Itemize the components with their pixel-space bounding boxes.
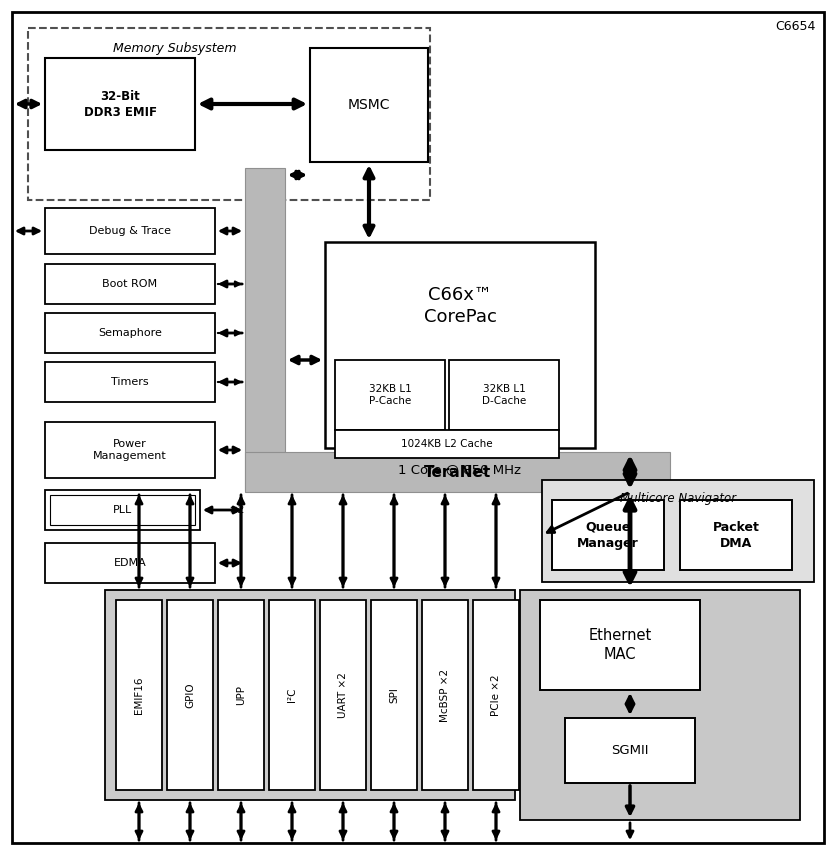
Text: 1024KB L2 Cache: 1024KB L2 Cache xyxy=(401,439,492,449)
Text: Multicore Navigator: Multicore Navigator xyxy=(620,492,736,505)
Text: PLL: PLL xyxy=(112,505,131,515)
Bar xyxy=(45,543,215,583)
Bar xyxy=(565,718,695,783)
Text: Debug & Trace: Debug & Trace xyxy=(89,226,171,236)
Bar xyxy=(167,600,213,790)
Bar xyxy=(45,362,215,402)
Bar xyxy=(45,58,195,150)
Bar xyxy=(449,360,559,430)
Bar xyxy=(45,490,200,530)
Bar xyxy=(422,600,468,790)
Text: C66x™
CorePac: C66x™ CorePac xyxy=(424,286,497,326)
Bar xyxy=(269,600,315,790)
Text: GPIO: GPIO xyxy=(185,682,195,708)
Bar xyxy=(520,590,800,820)
Text: PCIe ×2: PCIe ×2 xyxy=(491,675,501,716)
Bar xyxy=(245,168,285,490)
Text: Power
Management: Power Management xyxy=(93,439,167,461)
Bar xyxy=(335,430,559,458)
Text: ×2: ×2 xyxy=(228,505,244,515)
Text: 32KB L1
D-Cache: 32KB L1 D-Cache xyxy=(482,384,526,406)
Text: SPI: SPI xyxy=(389,687,399,703)
Text: Memory Subsystem: Memory Subsystem xyxy=(113,42,237,55)
Text: TeraNet: TeraNet xyxy=(423,464,491,480)
Bar xyxy=(105,590,515,800)
Bar xyxy=(45,208,215,254)
Bar xyxy=(245,452,670,492)
Text: EMIF16: EMIF16 xyxy=(134,676,144,714)
Bar xyxy=(320,600,366,790)
Bar xyxy=(50,495,195,525)
Text: UART ×2: UART ×2 xyxy=(338,672,348,718)
Text: EDMA: EDMA xyxy=(114,558,146,568)
Bar xyxy=(310,48,428,162)
Bar xyxy=(45,422,215,478)
Bar xyxy=(473,600,519,790)
Text: Packet
DMA: Packet DMA xyxy=(712,521,759,550)
Text: 32-Bit
DDR3 EMIF: 32-Bit DDR3 EMIF xyxy=(84,90,156,119)
Bar xyxy=(335,360,445,430)
Bar xyxy=(116,600,162,790)
Text: UPP: UPP xyxy=(236,685,246,705)
Text: Semaphore: Semaphore xyxy=(98,328,162,338)
Bar xyxy=(371,600,417,790)
Bar xyxy=(542,480,814,582)
Bar xyxy=(552,500,664,570)
Text: Ethernet
MAC: Ethernet MAC xyxy=(589,628,651,662)
Text: McBSP ×2: McBSP ×2 xyxy=(440,669,450,722)
Text: 1 Core @ 850 MHz: 1 Core @ 850 MHz xyxy=(399,463,522,476)
Bar xyxy=(28,28,430,200)
Bar xyxy=(680,500,792,570)
Bar xyxy=(325,242,595,448)
Bar xyxy=(540,600,700,690)
Text: SGMII: SGMII xyxy=(611,744,649,757)
Text: MSMC: MSMC xyxy=(348,98,390,112)
Text: Boot ROM: Boot ROM xyxy=(103,279,157,289)
Bar xyxy=(45,313,215,353)
Bar xyxy=(218,600,264,790)
Bar xyxy=(45,264,215,304)
Text: Queue
Manager: Queue Manager xyxy=(577,521,639,550)
Text: I²C: I²C xyxy=(287,687,297,702)
Text: C6654: C6654 xyxy=(776,20,816,33)
Text: 32KB L1
P-Cache: 32KB L1 P-Cache xyxy=(369,384,411,406)
Text: Timers: Timers xyxy=(111,377,149,387)
